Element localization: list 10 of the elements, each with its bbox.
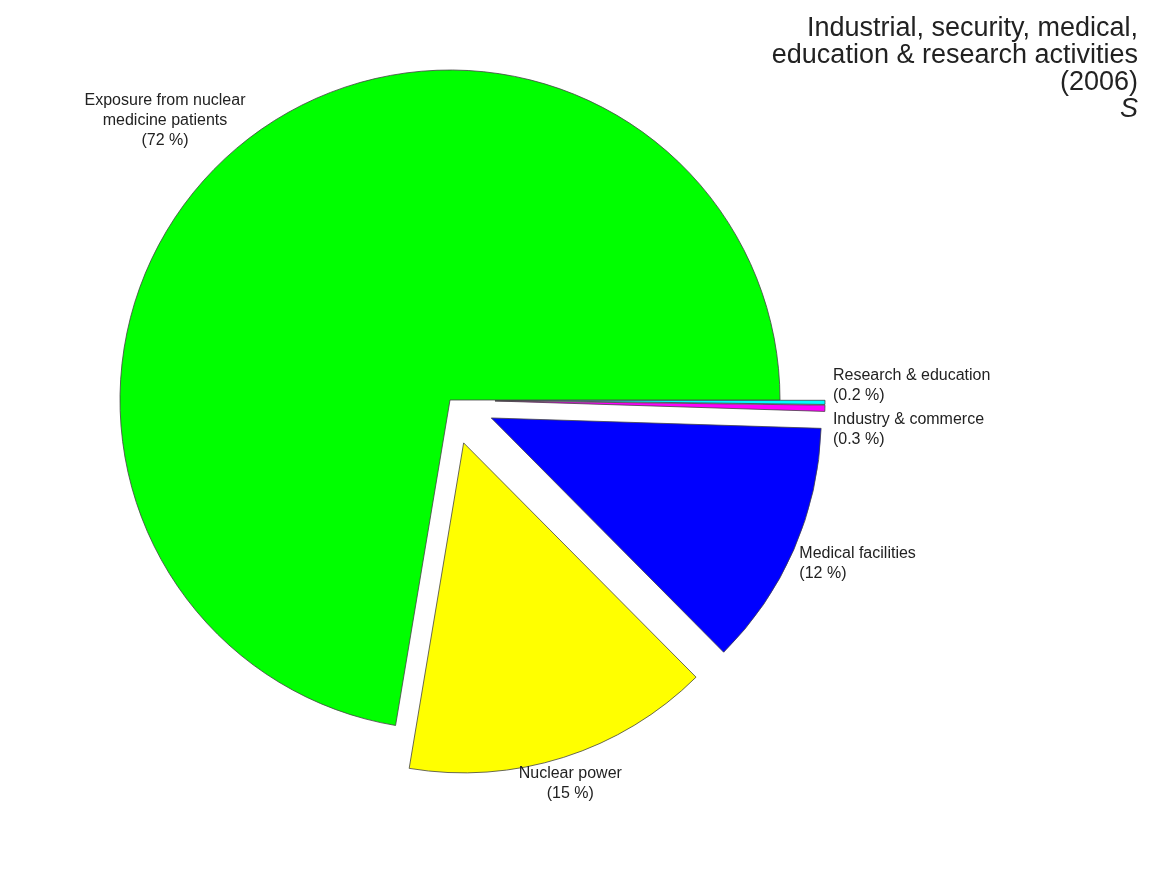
slice-label: Medical facilities: [799, 544, 916, 562]
data-label: (12 %): [799, 564, 847, 582]
slice-label: Research & education: [832, 366, 991, 384]
data-label: (0.3 %): [832, 430, 885, 448]
slice-label: Exposure from nuclear medicine patients: [84, 91, 247, 128]
data-label: (15 %): [546, 784, 594, 802]
slice-label: Industry & commerce: [832, 410, 985, 428]
data-label: (72 %): [141, 131, 189, 148]
data-label: (0.2 %): [832, 386, 885, 404]
slice-label: Nuclear power: [518, 764, 623, 782]
